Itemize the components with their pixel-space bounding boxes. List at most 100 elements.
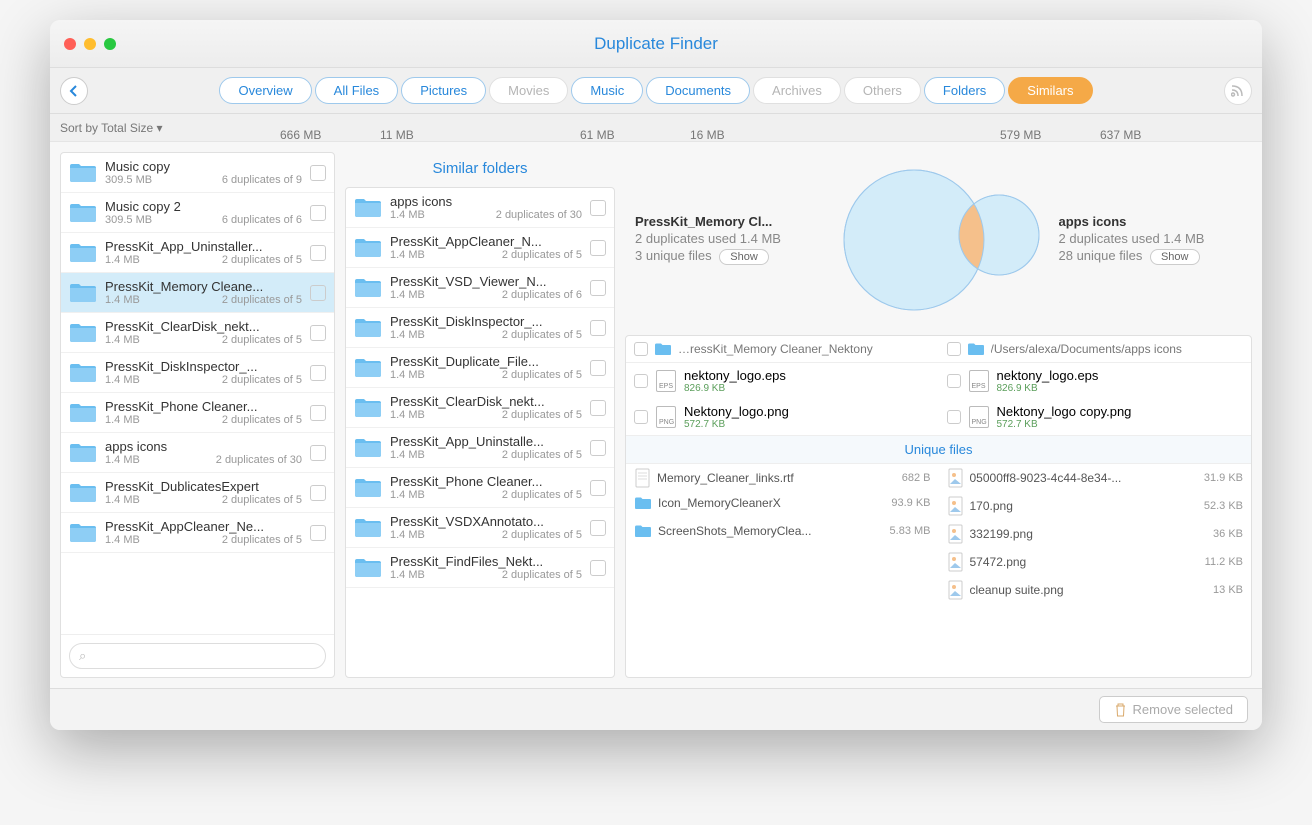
folder-item[interactable]: PressKit_VSD_Viewer_N... 1.4 MB2 duplica… — [346, 268, 614, 308]
unique-file-row[interactable]: Icon_MemoryCleanerX 93.9 KB — [626, 492, 939, 514]
folder-checkbox[interactable] — [310, 165, 326, 181]
folder-checkbox[interactable] — [590, 360, 606, 376]
unique-file-row[interactable]: 05000ff8-9023-4c44-8e34-... 31.9 KB — [939, 464, 1252, 492]
folder-checkbox[interactable] — [310, 365, 326, 381]
folder-size: 1.4 MB — [390, 369, 425, 381]
folder-name: PressKit_VSD_Viewer_N... — [390, 274, 582, 289]
folder-checkbox[interactable] — [590, 560, 606, 576]
search-input[interactable] — [69, 643, 326, 669]
file-checkbox[interactable] — [634, 410, 648, 424]
file-size: 572.7 KB — [997, 419, 1132, 430]
remove-selected-button[interactable]: Remove selected — [1099, 696, 1248, 723]
tab-overview[interactable]: Overview — [219, 77, 311, 104]
folder-icon — [69, 202, 97, 224]
file-row[interactable]: PNG Nektony_logo.png 572.7 KB — [626, 399, 939, 435]
file-row[interactable]: PNG Nektony_logo copy.png 572.7 KB — [939, 399, 1252, 435]
unique-file-row[interactable]: cleanup suite.png 13 KB — [939, 576, 1252, 604]
folder-checkbox[interactable] — [590, 240, 606, 256]
folder-icon — [354, 557, 382, 579]
tab-folders[interactable]: Folders — [924, 77, 1005, 104]
tab-pictures[interactable]: Pictures — [401, 77, 486, 104]
folder-item[interactable]: PressKit_ClearDisk_nekt... 1.4 MB2 dupli… — [61, 313, 334, 353]
folder-item[interactable]: PressKit_AppCleaner_N... 1.4 MB2 duplica… — [346, 228, 614, 268]
folder-dup-count: 6 duplicates of 9 — [222, 174, 302, 186]
file-checkbox[interactable] — [634, 374, 648, 388]
folder-name: PressKit_App_Uninstaller... — [105, 239, 302, 254]
minimize-button[interactable] — [84, 38, 96, 50]
folder-item[interactable]: PressKit_DiskInspector_... 1.4 MB2 dupli… — [346, 308, 614, 348]
venn-left-dup: 2 duplicates used 1.4 MB — [635, 231, 819, 246]
file-name: 332199.png — [970, 527, 1183, 541]
folder-item[interactable]: PressKit_VSDXAnnotato... 1.4 MB2 duplica… — [346, 508, 614, 548]
file-name: Icon_MemoryCleanerX — [658, 496, 870, 510]
toolbar: OverviewAll FilesPicturesMoviesMusicDocu… — [50, 68, 1262, 114]
folder-item[interactable]: PressKit_Phone Cleaner... 1.4 MB2 duplic… — [61, 393, 334, 433]
folder-item[interactable]: PressKit_FindFiles_Nekt... 1.4 MB2 dupli… — [346, 548, 614, 588]
file-checkbox[interactable] — [947, 374, 961, 388]
folder-name: PressKit_AppCleaner_N... — [390, 234, 582, 249]
folder-item[interactable]: PressKit_DublicatesExpert 1.4 MB2 duplic… — [61, 473, 334, 513]
folder-size: 1.4 MB — [105, 254, 140, 266]
folder-item[interactable]: PressKit_App_Uninstalle... 1.4 MB2 dupli… — [346, 428, 614, 468]
folder-checkbox[interactable] — [310, 205, 326, 221]
folder-checkbox[interactable] — [310, 405, 326, 421]
folder-checkbox[interactable] — [590, 520, 606, 536]
folder-icon — [69, 282, 97, 304]
folder-checkbox[interactable] — [590, 400, 606, 416]
folder-item[interactable]: apps icons 1.4 MB2 duplicates of 30 — [61, 433, 334, 473]
folder-item[interactable]: PressKit_Duplicate_File... 1.4 MB2 dupli… — [346, 348, 614, 388]
folder-item[interactable]: apps icons 1.4 MB2 duplicates of 30 — [346, 188, 614, 228]
folder-checkbox[interactable] — [310, 445, 326, 461]
folder-item[interactable]: PressKit_Phone Cleaner... 1.4 MB2 duplic… — [346, 468, 614, 508]
folder-item[interactable]: PressKit_Memory Cleane... 1.4 MB2 duplic… — [61, 273, 334, 313]
file-size: 826.9 KB — [997, 383, 1099, 394]
select-all-left-checkbox[interactable] — [634, 342, 648, 356]
folder-checkbox[interactable] — [310, 485, 326, 501]
close-button[interactable] — [64, 38, 76, 50]
file-row[interactable]: EPS nektony_logo.eps 826.9 KB — [626, 363, 939, 399]
show-right-unique-button[interactable]: Show — [1150, 249, 1200, 265]
folder-item[interactable]: PressKit_ClearDisk_nekt... 1.4 MB2 dupli… — [346, 388, 614, 428]
folder-item[interactable]: PressKit_App_Uninstaller... 1.4 MB2 dupl… — [61, 233, 334, 273]
folder-checkbox[interactable] — [310, 245, 326, 261]
unique-file-row[interactable]: 332199.png 36 KB — [939, 520, 1252, 548]
folder-dup-count: 2 duplicates of 6 — [502, 289, 582, 301]
folder-name: Music copy — [105, 159, 302, 174]
tab-music[interactable]: Music — [571, 77, 643, 104]
folder-checkbox[interactable] — [310, 285, 326, 301]
unique-file-row[interactable]: 57472.png 11.2 KB — [939, 548, 1252, 576]
folder-size: 1.4 MB — [390, 489, 425, 501]
rss-button[interactable] — [1224, 77, 1252, 105]
folder-checkbox[interactable] — [590, 280, 606, 296]
tab-all-files[interactable]: All Files — [315, 77, 399, 104]
folder-dup-count: 2 duplicates of 5 — [502, 569, 582, 581]
folder-item[interactable]: PressKit_DiskInspector_... 1.4 MB2 dupli… — [61, 353, 334, 393]
folder-checkbox[interactable] — [590, 440, 606, 456]
folder-icon — [967, 342, 985, 356]
unique-file-row[interactable]: Memory_Cleaner_links.rtf 682 B — [626, 464, 939, 492]
select-all-right-checkbox[interactable] — [947, 342, 961, 356]
show-left-unique-button[interactable]: Show — [719, 249, 769, 265]
size-mark: 666 MB — [280, 128, 321, 142]
folder-checkbox[interactable] — [310, 525, 326, 541]
sort-button[interactable]: Sort by Total Size ▾ — [60, 121, 163, 135]
folder-item[interactable]: Music copy 2 309.5 MB6 duplicates of 6 — [61, 193, 334, 233]
folder-checkbox[interactable] — [310, 325, 326, 341]
folder-dup-count: 2 duplicates of 5 — [502, 489, 582, 501]
unique-file-row[interactable]: ScreenShots_MemoryClea... 5.83 MB — [626, 520, 939, 542]
folder-icon — [69, 442, 97, 464]
tab-documents[interactable]: Documents — [646, 77, 750, 104]
file-checkbox[interactable] — [947, 410, 961, 424]
back-button[interactable] — [60, 77, 88, 105]
folder-item[interactable]: PressKit_AppCleaner_Ne... 1.4 MB2 duplic… — [61, 513, 334, 553]
unique-file-row[interactable]: 170.png 52.3 KB — [939, 492, 1252, 520]
folder-checkbox[interactable] — [590, 320, 606, 336]
folder-size: 1.4 MB — [105, 454, 140, 466]
file-size: 36 KB — [1188, 528, 1243, 540]
folder-checkbox[interactable] — [590, 480, 606, 496]
tab-similars[interactable]: Similars — [1008, 77, 1092, 104]
maximize-button[interactable] — [104, 38, 116, 50]
file-row[interactable]: EPS nektony_logo.eps 826.9 KB — [939, 363, 1252, 399]
folder-checkbox[interactable] — [590, 200, 606, 216]
folder-item[interactable]: Music copy 309.5 MB6 duplicates of 9 — [61, 153, 334, 193]
